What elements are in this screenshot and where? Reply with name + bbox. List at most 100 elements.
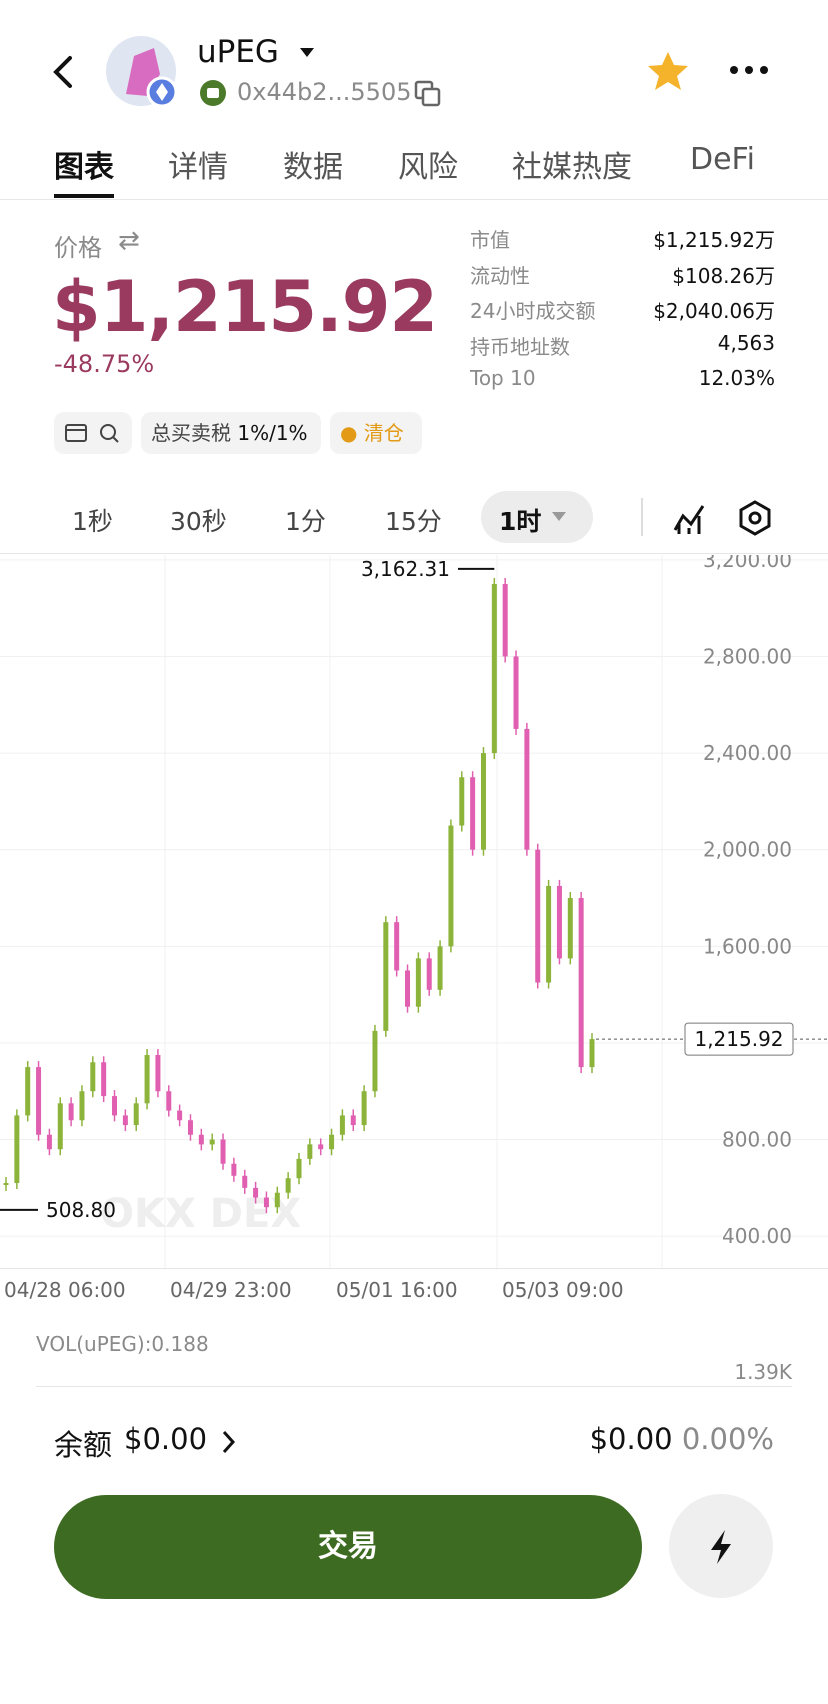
candle-body	[25, 1067, 31, 1116]
tool-icons	[65, 424, 119, 443]
tab[interactable]: DeFi	[690, 142, 755, 177]
balance-label: 余额	[54, 1428, 113, 1462]
token-address: 0x44b2...5505	[237, 78, 412, 106]
y-tick-label: 800.00	[722, 1128, 792, 1152]
interval[interactable]: 15分	[385, 507, 442, 536]
candle-body	[122, 1115, 128, 1126]
swap-icon[interactable]: ⇄	[118, 226, 140, 256]
candle-body	[372, 1030, 378, 1092]
watermark: OKX DEX	[100, 1191, 301, 1237]
volume-axis	[36, 1386, 792, 1387]
candle-body	[415, 958, 421, 1007]
candle-body	[112, 1096, 118, 1116]
candle-body	[318, 1144, 324, 1150]
tab[interactable]: 风险	[398, 150, 458, 185]
quick-trade-button[interactable]	[669, 1494, 773, 1598]
x-tick-label: 05/03 09:00	[502, 1278, 624, 1302]
tax-label: 总买卖税	[151, 421, 231, 445]
copy-icon[interactable]	[414, 80, 442, 108]
tab[interactable]: 社媒热度	[512, 150, 632, 185]
interval[interactable]: 1分	[285, 507, 326, 536]
candle-body	[253, 1187, 259, 1198]
chevron[interactable]	[220, 1428, 238, 1456]
candle-body	[68, 1103, 74, 1121]
y-tick-label: 3,200.00	[703, 555, 792, 572]
clear-label: 清仓	[363, 421, 404, 445]
candle-body	[578, 898, 584, 1068]
candle-body	[187, 1120, 193, 1135]
token-name[interactable]: uPEG	[197, 34, 279, 70]
candle-body	[470, 777, 476, 850]
candle-body	[296, 1158, 302, 1179]
tax-pill[interactable]: 总买卖税 1%/1%	[141, 412, 321, 454]
y-tick-label: 1,600.00	[703, 934, 792, 958]
candle-body	[437, 946, 443, 990]
candle-body	[220, 1139, 226, 1164]
interval: 1时	[499, 507, 542, 536]
indicator-icon[interactable]	[671, 500, 707, 536]
current-price-box	[684, 1022, 794, 1056]
tab[interactable]: 数据	[283, 150, 343, 185]
candle-body	[339, 1115, 345, 1135]
candle-body	[101, 1062, 107, 1097]
volume-label: VOL(uPEG):0.188	[36, 1332, 209, 1356]
candle-body	[231, 1163, 237, 1176]
more-menu[interactable]	[728, 62, 770, 78]
price-chart: OKX DEX 400.00800.001,200.001,600.002,00…	[0, 555, 828, 1270]
stat-value: $1,215.92万	[653, 228, 775, 252]
price-change: -48.75%	[54, 350, 155, 378]
max-label: 3,162.31	[361, 557, 450, 581]
candle-body	[350, 1115, 356, 1126]
x-tick-label: 05/01 16:00	[336, 1278, 458, 1302]
candle-body	[546, 885, 552, 983]
tab[interactable]: 详情	[168, 150, 228, 185]
candle-body	[155, 1055, 161, 1092]
tool-pill[interactable]	[54, 412, 132, 454]
interval-selected[interactable]: 1时	[481, 491, 593, 543]
candle-body	[57, 1103, 63, 1150]
candle-body	[394, 922, 400, 971]
candle-body	[144, 1055, 150, 1104]
candle-body	[524, 728, 530, 850]
clear-pill[interactable]: ● 清仓	[330, 412, 422, 454]
caret	[552, 512, 566, 521]
stat-value: $108.26万	[672, 263, 775, 288]
current-price-label: 1,215.92	[694, 1027, 783, 1051]
stat-label: 市值	[470, 228, 510, 252]
stat-value: 4,563	[717, 330, 775, 355]
candle-body	[405, 970, 411, 1007]
tax-value: 1%/1%	[237, 421, 308, 445]
candle-body	[198, 1134, 204, 1145]
candle-body	[459, 777, 465, 826]
candle-body	[448, 825, 454, 947]
interval[interactable]: 30秒	[170, 507, 227, 536]
candle-body	[274, 1192, 280, 1208]
price-label: 价格	[54, 234, 102, 262]
stat-value: $2,040.06万	[653, 299, 775, 323]
balance-value[interactable]: $0.00	[124, 1422, 208, 1456]
tab[interactable]: 图表	[54, 150, 114, 185]
y-tick-label: 2,400.00	[703, 741, 792, 765]
balance-usd-row: $0.00 0.00%	[590, 1422, 774, 1456]
interval[interactable]: 1秒	[72, 507, 113, 536]
candle-body	[513, 656, 519, 729]
y-tick-label: 2,800.00	[703, 644, 792, 668]
candle-body	[567, 898, 573, 959]
candle-body	[535, 849, 541, 983]
dropdown-caret[interactable]	[298, 46, 316, 60]
settings-icon[interactable]	[737, 499, 773, 537]
trade-button[interactable]: 交易	[54, 1495, 642, 1599]
candle-body	[556, 885, 562, 959]
candle-body	[46, 1134, 52, 1150]
lightning-icon	[711, 1530, 731, 1564]
back-button[interactable]	[44, 52, 84, 92]
separator	[641, 498, 643, 536]
candle-body	[361, 1091, 367, 1126]
stat-label: 持币地址数	[470, 334, 570, 359]
candle-body	[177, 1110, 183, 1121]
candle-body	[480, 753, 486, 850]
favorite-star[interactable]	[646, 50, 690, 92]
candle-body	[589, 1039, 595, 1068]
stat-label: 24小时成交额	[470, 299, 596, 323]
